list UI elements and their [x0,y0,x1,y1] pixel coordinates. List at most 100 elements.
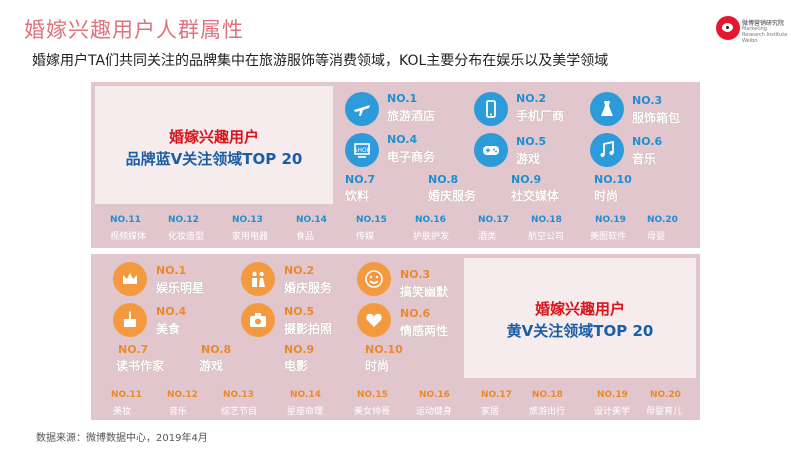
blue-bottom-label: 酒类 [478,232,497,242]
rank-label: NO.2 [284,264,315,277]
category-label: 搞笑幽默 [400,285,449,299]
gamepad-icon [474,133,508,167]
blue-mid-rank: NO.9 [511,173,542,186]
rank-label: NO.1 [387,92,418,105]
blue-item-1: NO.1 旅游酒店 [345,92,465,132]
yellow-mid-label: 电影 [284,359,309,373]
shop-icon: SHOP [345,133,379,167]
data-source-note: 数据来源：微博数据中心，2019年4月 [36,433,208,444]
yellow-bottom-label: 音乐 [169,407,188,417]
blue-bottom-label: 视频媒体 [110,232,147,242]
yellow-mid-rank: NO.7 [118,343,149,356]
yellow-v-heading-line2: 黄V关注领域TOP 20 [506,322,654,340]
blue-bottom-label: 家用电器 [232,232,269,242]
yellow-bottom-label: 美女帅哥 [354,407,391,417]
blue-v-heading-line2: 品牌蓝V关注领域TOP 20 [125,150,303,168]
category-label: 情感两性 [400,324,449,338]
yellow-bottom-rank: NO.19 [597,390,628,400]
yellow-v-heading-box: 婚嫁兴趣用户 黄V关注领域TOP 20 [464,258,696,378]
yellow-bottom-rank: NO.18 [532,390,563,400]
category-label: 游戏 [516,152,541,166]
blue-bottom-rank: NO.17 [478,215,509,225]
blue-v-heading-box: 婚嫁兴趣用户 品牌蓝V关注领域TOP 20 [95,86,333,204]
rank-label: NO.6 [400,307,431,320]
yellow-bottom-label: 运动健身 [416,407,453,417]
yellow-mid-label: 时尚 [365,359,390,373]
blue-bottom-rank: NO.20 [647,215,678,225]
blue-bottom-label: 航空公司 [528,232,565,242]
blue-v-heading-line1: 婚嫁兴趣用户 [168,128,259,146]
yellow-item-2: NO.2 婚庆服务 [241,262,361,302]
yellow-bottom-label: 星座命理 [287,407,324,417]
yellow-item-6: NO.6 情感两性 [357,303,467,343]
category-label: 摄影拍照 [284,322,333,336]
blue-bottom-label: 传媒 [356,232,375,242]
category-label: 电子商务 [387,150,436,164]
rank-label: NO.4 [387,133,418,146]
blue-bottom-rank: NO.18 [531,215,562,225]
category-label: 音乐 [632,152,657,166]
blue-bottom-label: 母婴 [647,232,666,242]
music-icon [590,133,624,167]
blue-item-3: NO.3 服饰箱包 [590,92,700,132]
blue-bottom-rank: NO.13 [232,215,263,225]
blue-mid-label: 时尚 [594,189,619,203]
heart-icon [357,303,391,337]
blue-bottom-label: 美图软件 [590,232,627,242]
yellow-bottom-label: 美妆 [113,407,132,417]
rank-label: NO.1 [156,264,187,277]
yellow-bottom-label: 综艺节目 [221,407,258,417]
yellow-v-heading-line1: 婚嫁兴趣用户 [534,300,625,318]
blue-bottom-rank: NO.19 [595,215,626,225]
crown-icon [113,262,147,296]
blue-bottom-rank: NO.14 [296,215,327,225]
blue-mid-rank: NO.10 [594,173,632,186]
blue-mid-label: 饮料 [345,189,370,203]
rank-label: NO.4 [156,305,187,318]
yellow-bottom-rank: NO.11 [111,390,142,400]
yellow-bottom-rank: NO.13 [223,390,254,400]
airplane-icon [345,92,379,126]
blue-bottom-rank: NO.16 [415,215,446,225]
yellow-bottom-label: 家居 [481,407,500,417]
category-label: 旅游酒店 [387,109,436,123]
blue-item-5: NO.5 游戏 [474,133,584,173]
blue-bottom-label: 护肤护发 [413,232,450,242]
dress-icon [590,92,624,126]
yellow-bottom-rank: NO.12 [167,390,198,400]
yellow-bottom-label: 设计美学 [594,407,631,417]
yellow-item-5: NO.5 摄影拍照 [241,303,361,343]
yellow-item-1: NO.1 娱乐明星 [113,262,233,302]
rank-label: NO.6 [632,135,663,148]
svg-text:SHOP: SHOP [354,147,371,154]
camera-icon [241,303,275,337]
blue-item-4: SHOP NO.4 电子商务 [345,133,465,173]
yellow-bottom-rank: NO.20 [650,390,681,400]
blue-bottom-rank: NO.11 [110,215,141,225]
rank-label: NO.5 [516,135,547,148]
blue-mid-label: 婚庆服务 [428,189,477,203]
yellow-item-3: NO.3 搞笑幽默 [357,262,467,302]
rank-label: NO.3 [632,94,663,107]
yellow-mid-label: 游戏 [199,359,224,373]
blue-item-2: NO.2 手机厂商 [474,92,594,132]
logo-name: 微博营销研究院 [742,20,785,27]
yellow-mid-rank: NO.8 [201,343,232,356]
category-label: 婚庆服务 [284,281,333,295]
weibo-logo-icon [716,16,740,40]
blue-mid-rank: NO.8 [428,173,459,186]
logo-en: Marketing Research Institute Weibo [742,26,788,44]
yellow-bottom-rank: NO.14 [290,390,321,400]
category-label: 服饰箱包 [632,111,681,125]
phone-icon [474,92,508,126]
yellow-mid-label: 读书作家 [116,359,165,373]
weibo-logo: 微博营销研究院 Marketing Research Institute Wei… [716,12,790,46]
blue-bottom-label: 食品 [296,232,315,242]
page-title: 婚嫁兴趣用户人群属性 [24,18,244,42]
category-label: 娱乐明星 [156,281,205,295]
yellow-bottom-label: 母婴育儿 [646,407,683,417]
yellow-item-4: NO.4 美食 [113,303,233,343]
blue-bottom-rank: NO.15 [356,215,387,225]
blue-item-6: NO.6 音乐 [590,133,700,173]
